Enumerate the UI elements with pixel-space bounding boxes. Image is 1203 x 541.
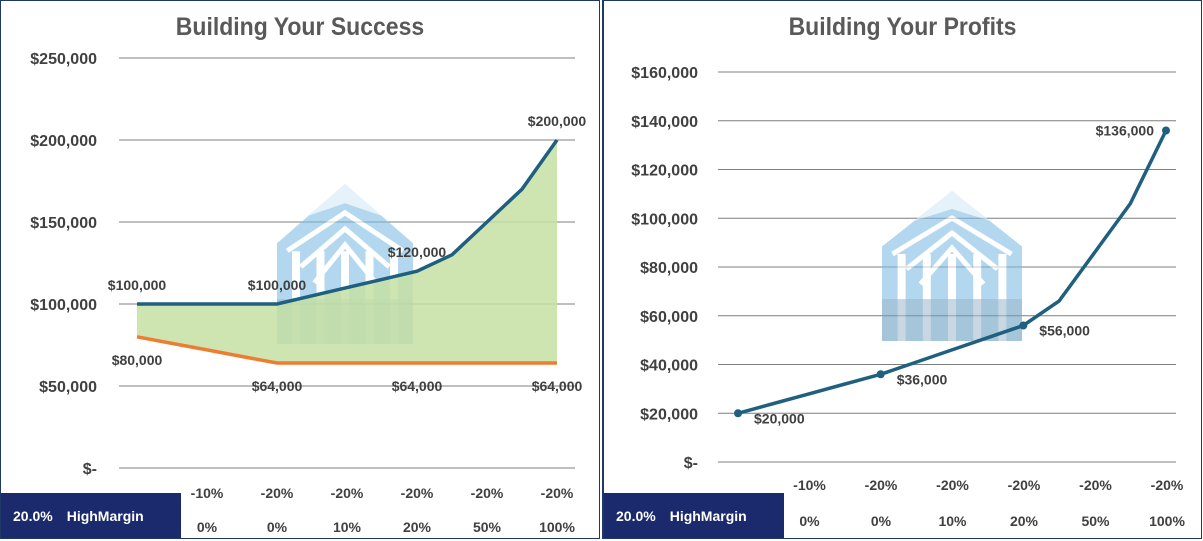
- success-chart-panel: Building Your Success $- $50,000 $100,000 $…: [0, 0, 600, 539]
- x-category-label: -20%: [471, 485, 504, 501]
- y-tick-label: $160,000: [631, 65, 698, 82]
- logo-pillar: [897, 254, 906, 341]
- margin-badge: 20.0% HighMargin: [1, 493, 181, 538]
- logo-arch: [285, 209, 405, 253]
- y-tick-label: $250,000: [30, 51, 97, 68]
- data-label: $64,000: [392, 378, 443, 394]
- data-point: [1019, 321, 1028, 330]
- logo-pillar: [973, 254, 982, 341]
- data-label: $64,000: [532, 378, 583, 394]
- logo-arch: [891, 215, 1013, 257]
- logo-pillar: [998, 254, 1007, 341]
- data-label: $20,000: [754, 410, 805, 426]
- y-tick-label: $20,000: [640, 406, 698, 423]
- x-category-label: -20%: [261, 485, 294, 501]
- data-label: $120,000: [388, 244, 447, 260]
- data-label: $64,000: [252, 378, 303, 394]
- x-category-label: 50%: [1081, 513, 1110, 529]
- profits-chart-panel: Building Your Profits $- $20,000 $40,000 $6…: [602, 0, 1202, 539]
- y-tick-label: $120,000: [631, 163, 698, 180]
- x-category-label: -10%: [793, 477, 826, 493]
- x-category-label: -10%: [191, 485, 224, 501]
- success-chart: $- $50,000 $100,000 $150,000 $200,000 $250,00…: [30, 51, 587, 535]
- x-category-label: 10%: [938, 513, 967, 529]
- data-label: $100,000: [108, 277, 167, 293]
- margin-badge: 20.0% HighMargin: [604, 493, 784, 538]
- logo-arch: [312, 240, 378, 285]
- y-tick-label: $200,000: [30, 133, 97, 150]
- data-point: [734, 409, 742, 418]
- chart-title: Building Your Profits: [788, 13, 1017, 41]
- logo-arch: [299, 225, 391, 269]
- margin-percent: 20.0%: [616, 507, 656, 524]
- data-label: $56,000: [1039, 323, 1090, 339]
- x-category-label: -20%: [936, 477, 969, 493]
- x-category-label: -20%: [865, 477, 898, 493]
- data-label: $80,000: [112, 352, 163, 368]
- logo-pillar: [948, 254, 956, 341]
- y-tick-label: $100,000: [631, 211, 698, 228]
- profit-line: [737, 129, 1168, 415]
- profits-chart: $- $20,000 $40,000 $60,000 $80,000 $100,000 $1…: [631, 65, 1185, 529]
- x-category-label: 100%: [1149, 513, 1185, 529]
- y-tick-label: $80,000: [640, 260, 698, 277]
- logo-arch: [918, 244, 986, 286]
- x-category-label: 20%: [403, 519, 432, 535]
- y-tick-label: $150,000: [30, 215, 97, 232]
- building-arch-icon: [882, 191, 1022, 341]
- logo-pillar: [292, 251, 300, 344]
- logo-chevron: [307, 184, 383, 216]
- x-category-label: -20%: [541, 485, 574, 501]
- y-tick-label: $140,000: [631, 114, 698, 131]
- cost-line: [136, 335, 557, 365]
- y-tick-label: $100,000: [30, 297, 97, 314]
- x-category-label: 100%: [539, 519, 575, 535]
- logo-pillar: [922, 254, 931, 341]
- x-category-label: 0%: [267, 519, 288, 535]
- logo-chevron: [913, 191, 991, 221]
- y-tick-label: $40,000: [640, 358, 698, 375]
- y-tick-label: $-: [684, 455, 698, 472]
- x-category-label: 0%: [197, 519, 218, 535]
- data-label: $200,000: [528, 113, 587, 129]
- data-label: $100,000: [248, 277, 307, 293]
- margin-percent: 20.0%: [13, 507, 53, 524]
- margin-label: HighMargin: [66, 507, 144, 524]
- margin-area: [137, 140, 557, 363]
- x-category-label: -20%: [1079, 477, 1112, 493]
- data-label: $136,000: [1096, 123, 1155, 139]
- x-category-label: 0%: [799, 513, 820, 529]
- x-category-label: -20%: [1008, 477, 1041, 493]
- revenue-line: [137, 138, 559, 306]
- logo-arch: [904, 229, 1000, 271]
- x-category-label: 50%: [473, 519, 502, 535]
- margin-label: HighMargin: [669, 507, 747, 524]
- x-category-label: -20%: [331, 485, 364, 501]
- data-point: [876, 370, 885, 379]
- y-tick-label: $-: [83, 461, 97, 478]
- x-category-label: 0%: [871, 513, 892, 529]
- chart-title: Building Your Success: [175, 13, 425, 41]
- x-category-label: 10%: [333, 519, 362, 535]
- data-label: $36,000: [897, 371, 948, 387]
- x-category-label: -20%: [1151, 477, 1184, 493]
- y-tick-label: $50,000: [39, 379, 97, 396]
- x-category-label: -20%: [401, 485, 434, 501]
- y-tick-label: $60,000: [640, 309, 698, 326]
- data-point: [1162, 126, 1170, 135]
- x-category-label: 20%: [1010, 513, 1039, 529]
